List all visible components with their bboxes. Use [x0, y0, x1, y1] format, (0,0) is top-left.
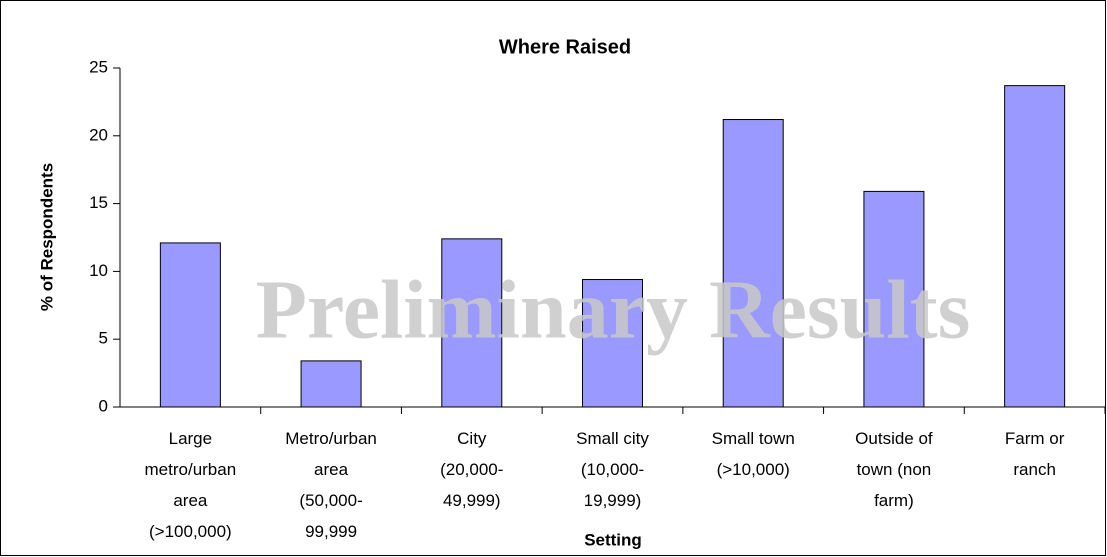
x-tick-label: Small city (10,000-19,999) [576, 429, 649, 510]
chart-title: Where Raised [499, 36, 631, 58]
x-tick-label: Outside of town (non farm) [855, 429, 933, 510]
x-tick-label: Small town (>10,000) [712, 429, 795, 479]
y-tick-label: 10 [89, 261, 108, 280]
watermark: Preliminary Results [256, 263, 971, 356]
x-tick-label: Metro/urban area (50,000-99,999 [285, 429, 377, 541]
bar [300, 360, 362, 408]
x-tick-label: Farm or ranch [1005, 429, 1065, 479]
y-axis-label: % of Respondents [37, 163, 56, 311]
y-tick-label: 15 [89, 193, 108, 212]
bar [722, 119, 784, 408]
x-tick-label: City (20,000-49,999) [440, 429, 503, 510]
y-tick-label: 0 [99, 396, 108, 415]
x-axis-label: Setting [584, 530, 642, 549]
bar [863, 190, 925, 408]
y-tick-label: 20 [89, 125, 108, 144]
y-tick-label: 5 [99, 329, 108, 348]
bar [1004, 85, 1066, 408]
x-tick-label: Large metro/urban area (>100,000) [145, 429, 237, 541]
plot: 0 5 10 15 20 25 Large metro/urban area (>100,000)… [89, 57, 1106, 541]
y-tick-label: 25 [89, 57, 108, 76]
bar [159, 242, 221, 408]
bar [582, 279, 643, 408]
